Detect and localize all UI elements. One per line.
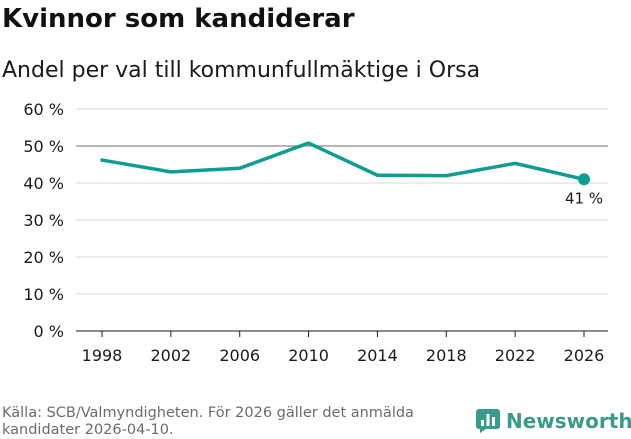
data-label: 41 %: [565, 189, 603, 207]
line-chart: 0 % 10 % 20 % 30 % 40 % 50 % 60 % 1998 2002 2006 2…: [23, 100, 608, 365]
x-tick-label: 2010: [288, 346, 329, 365]
bar-chart-logo-icon: [476, 409, 500, 433]
y-tick-label: 60 %: [23, 100, 64, 119]
x-tick-label: 2018: [426, 346, 467, 365]
x-tick-label: 2002: [150, 346, 191, 365]
series-line: [100, 141, 586, 182]
chart-subtitle: Andel per val till kommunfullmäktige i O…: [2, 58, 481, 83]
brand-logo[interactable]: Newsworthy: [476, 407, 631, 435]
x-tick-label: 2014: [357, 346, 398, 365]
y-tick-label: 10 %: [23, 285, 64, 304]
last-point-marker: [578, 173, 590, 186]
x-tick-label: 2022: [495, 346, 536, 365]
x-tick-label: 1998: [82, 346, 123, 365]
y-tick-label: 50 %: [23, 137, 64, 156]
chart-title: Kvinnor som kandiderar: [2, 4, 355, 34]
y-tick-label: 30 %: [23, 211, 64, 230]
x-tick-label: 2026: [564, 346, 605, 365]
x-tick-label: 2006: [219, 346, 260, 365]
y-tick-label: 0 %: [34, 322, 64, 341]
y-tick-label: 40 %: [23, 174, 64, 193]
y-tick-label: 20 %: [23, 248, 64, 267]
brand-name: Newsworthy: [506, 409, 631, 433]
source-note: Källa: SCB/Valmyndigheten. För 2026 gäll…: [2, 405, 414, 438]
